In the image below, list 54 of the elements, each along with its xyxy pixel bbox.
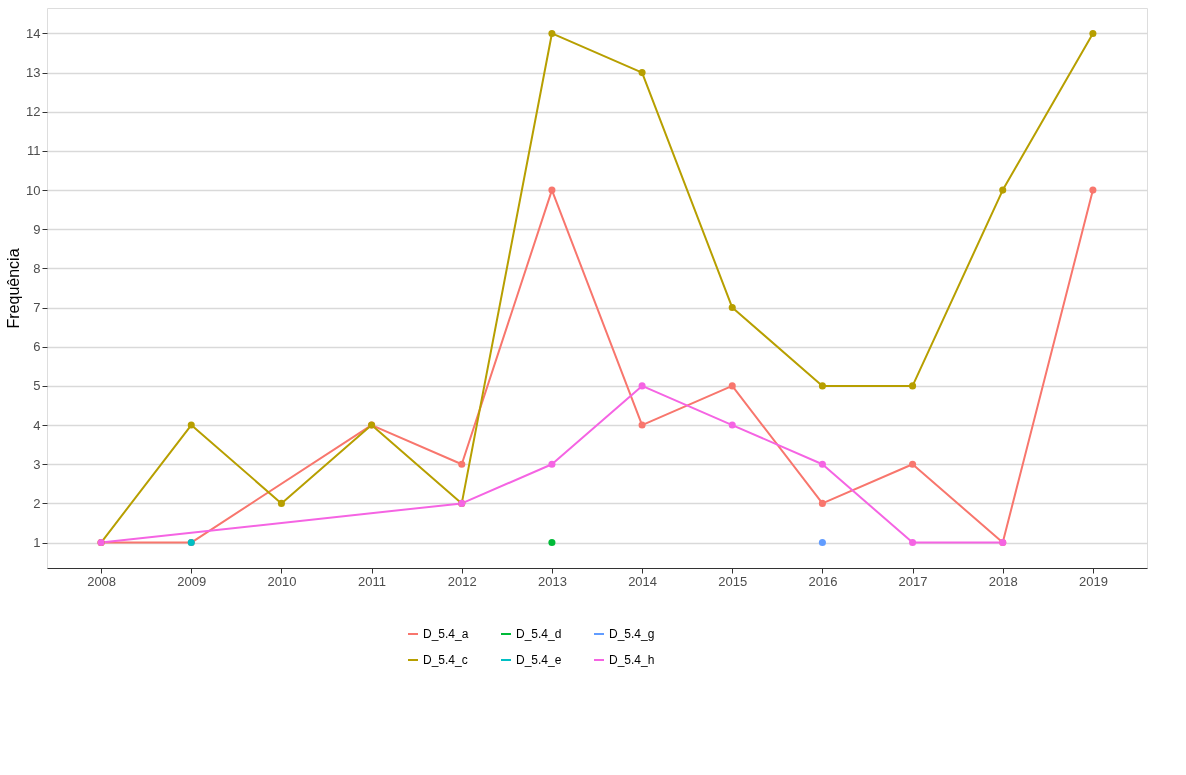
x-tick-label: 2011: [358, 573, 387, 589]
point: [818, 460, 826, 468]
point: [909, 460, 917, 468]
y-tick-label: 9: [33, 221, 41, 237]
x-tick-label: 2019: [1078, 573, 1108, 589]
point: [638, 69, 646, 77]
legend-label: D_5.4_h: [609, 653, 655, 667]
x-tick-label: 2008: [87, 573, 117, 589]
point: [277, 499, 285, 507]
x-tick-label: 2014: [628, 573, 658, 589]
y-tick-label: 3: [33, 456, 41, 472]
y-tick-label: 10: [26, 182, 41, 198]
legend-label: D_5.4_e: [516, 653, 562, 667]
x-tick-label: 2012: [447, 573, 477, 589]
y-tick-label: 7: [33, 300, 41, 316]
y-tick-label: 8: [33, 260, 41, 276]
point: [818, 382, 826, 390]
point: [1089, 186, 1097, 194]
legend-label: D_5.4_c: [423, 653, 468, 667]
point: [818, 499, 826, 507]
y-tick-label: 6: [33, 339, 41, 355]
x-tick-label: 2016: [808, 573, 838, 589]
x-tick-label: 2009: [177, 573, 207, 589]
y-tick-label: 13: [26, 65, 41, 81]
point: [638, 382, 646, 390]
y-tick-label: 4: [33, 417, 41, 433]
point: [187, 421, 195, 429]
point: [728, 382, 736, 390]
point: [728, 304, 736, 312]
y-tick-label: 12: [26, 104, 41, 120]
x-tick-label: 2017: [898, 573, 928, 589]
point: [909, 539, 917, 547]
x-tick-label: 2013: [537, 573, 567, 589]
point: [728, 421, 736, 429]
y-tick-label: 5: [33, 378, 41, 394]
point: [638, 421, 646, 429]
point: [548, 460, 556, 468]
y-tick-label: 11: [27, 143, 41, 159]
point: [1089, 29, 1097, 37]
point: [909, 382, 917, 390]
x-tick-label: 2018: [988, 573, 1018, 589]
y-tick-label: 1: [33, 535, 41, 551]
y-tick-label: 14: [26, 25, 41, 41]
point: [999, 186, 1007, 194]
x-tick-label: 2015: [718, 573, 748, 589]
legend-label: D_5.4_a: [423, 627, 469, 641]
point: [548, 29, 556, 37]
point: [548, 186, 556, 194]
y-axis-title: Frequência: [5, 248, 23, 329]
point: [458, 460, 466, 468]
legend-label: D_5.4_g: [609, 627, 655, 641]
y-tick-label: 2: [33, 495, 41, 511]
x-tick-label: 2010: [267, 573, 297, 589]
legend-label: D_5.4_d: [516, 627, 562, 641]
